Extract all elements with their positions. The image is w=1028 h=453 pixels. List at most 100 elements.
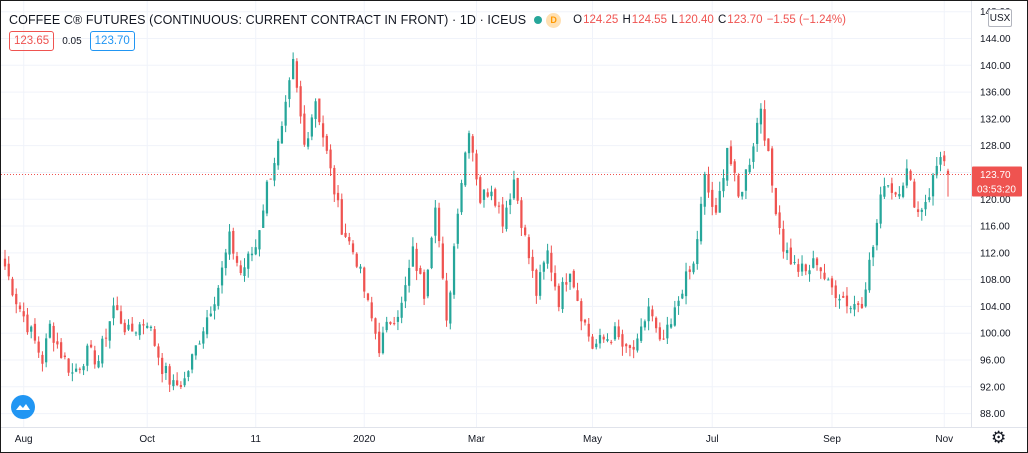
candle-body bbox=[464, 152, 467, 186]
candle-body bbox=[213, 304, 216, 311]
candle bbox=[422, 269, 426, 306]
time-axis[interactable]: AugOct112020MarMayJulSepNov202 bbox=[15, 434, 1027, 445]
candle bbox=[898, 186, 901, 200]
candle bbox=[228, 224, 231, 260]
candle-body bbox=[22, 311, 25, 317]
symbol-title[interactable]: COFFEE C® FUTURES (CONTINUOUS: CURRENT C… bbox=[9, 13, 527, 27]
candle bbox=[744, 169, 748, 200]
candle bbox=[355, 252, 358, 269]
candle bbox=[565, 273, 568, 292]
candle bbox=[527, 234, 531, 265]
candle bbox=[48, 320, 52, 339]
candle-body bbox=[718, 190, 721, 213]
tradingview-cloud-icon[interactable] bbox=[11, 395, 35, 419]
price-tick-label: 136.00 bbox=[980, 88, 1011, 99]
candle-body bbox=[430, 237, 433, 269]
candle bbox=[437, 202, 441, 248]
candle bbox=[93, 345, 96, 369]
candle-body bbox=[782, 228, 785, 252]
candle bbox=[250, 246, 254, 262]
delayed-data-badge[interactable]: D bbox=[546, 12, 562, 28]
candle bbox=[905, 159, 908, 189]
candle bbox=[269, 178, 272, 180]
candle-body bbox=[834, 285, 837, 299]
candle-body bbox=[516, 178, 519, 201]
candle-body bbox=[565, 282, 568, 285]
candle bbox=[60, 338, 63, 359]
time-tick-label: Jul bbox=[706, 434, 719, 445]
candle bbox=[15, 288, 18, 314]
candle bbox=[901, 182, 905, 199]
candle-body bbox=[531, 256, 534, 272]
candle-body bbox=[7, 263, 10, 277]
candle bbox=[441, 236, 444, 280]
candle-body bbox=[56, 341, 59, 345]
candle bbox=[273, 157, 276, 187]
buy-button[interactable]: 123.70 bbox=[89, 31, 135, 51]
sell-button[interactable]: 123.65 bbox=[9, 31, 55, 51]
candle bbox=[299, 80, 302, 124]
currency-button[interactable]: USX bbox=[988, 9, 1012, 27]
gear-icon[interactable]: ⚙ bbox=[991, 428, 1007, 447]
low-label: L bbox=[671, 14, 678, 26]
candle bbox=[370, 296, 373, 322]
candle bbox=[621, 329, 624, 356]
candle bbox=[314, 98, 317, 128]
candle-body bbox=[535, 269, 538, 296]
candle bbox=[606, 333, 609, 343]
candle-body bbox=[542, 262, 545, 272]
candle-body bbox=[329, 149, 332, 169]
candle bbox=[452, 243, 456, 299]
candle bbox=[628, 344, 632, 357]
candle-body bbox=[482, 189, 486, 200]
candle bbox=[490, 185, 493, 201]
candle bbox=[460, 179, 463, 215]
candle-body bbox=[512, 179, 516, 199]
candle-body bbox=[774, 187, 777, 215]
price-tick-label: 112.00 bbox=[980, 248, 1010, 259]
candle bbox=[131, 317, 134, 332]
candle bbox=[138, 321, 141, 340]
candle bbox=[475, 149, 478, 186]
candle-body bbox=[684, 271, 688, 297]
spread-value: 0.05 bbox=[62, 35, 82, 47]
candle-body bbox=[426, 269, 429, 297]
candle bbox=[157, 343, 160, 366]
candle-body bbox=[344, 232, 347, 237]
candle bbox=[116, 296, 119, 311]
candle-body bbox=[894, 192, 897, 195]
candle-body bbox=[284, 101, 287, 126]
candle-body bbox=[916, 209, 920, 213]
candle-body bbox=[30, 326, 33, 332]
candle bbox=[325, 133, 328, 155]
candle bbox=[408, 259, 411, 293]
candle-body bbox=[449, 292, 452, 324]
candle bbox=[778, 205, 781, 235]
price-axis[interactable]: 88.00 92.00 96.00 100.00 104.00 108.00 112.00 1… bbox=[980, 7, 1011, 420]
candle-body bbox=[269, 178, 272, 180]
price-tick-label: 144.00 bbox=[980, 34, 1011, 45]
candle bbox=[220, 261, 224, 294]
candle-body bbox=[842, 295, 845, 298]
candle-body bbox=[239, 265, 242, 274]
candle-body bbox=[647, 306, 650, 322]
candle bbox=[785, 242, 789, 261]
candle-body bbox=[63, 355, 66, 358]
candle-body bbox=[220, 267, 224, 286]
candle bbox=[812, 250, 815, 269]
candle-body bbox=[419, 268, 422, 274]
candle bbox=[610, 339, 613, 345]
candle-body bbox=[355, 253, 358, 267]
candle-body bbox=[86, 345, 89, 366]
candle bbox=[849, 305, 852, 314]
candle-body bbox=[763, 109, 766, 141]
candle-body bbox=[538, 272, 542, 296]
candle bbox=[722, 169, 725, 198]
candle-body bbox=[632, 346, 635, 350]
candle-body bbox=[669, 324, 673, 328]
candle-body bbox=[396, 316, 400, 322]
candle bbox=[516, 177, 519, 204]
candle-body bbox=[71, 372, 74, 374]
